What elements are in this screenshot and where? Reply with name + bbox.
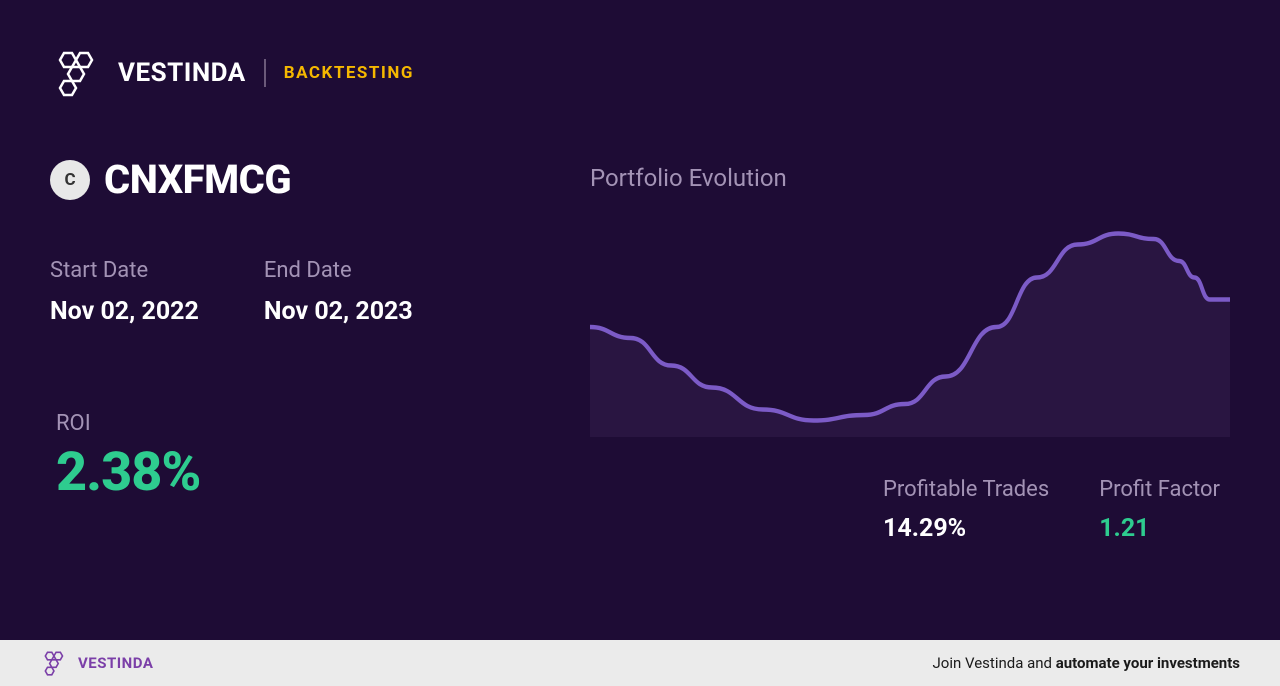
ticker-symbol: CNXFMCG [104, 156, 291, 203]
ticker-badge: C [50, 160, 90, 200]
profit-factor-value: 1.21 [1099, 514, 1220, 543]
vestinda-footer-icon [40, 648, 70, 678]
roi-label: ROI [56, 411, 550, 436]
profitable-trades-label: Profitable Trades [883, 477, 1049, 502]
start-date-value: Nov 02, 2022 [50, 297, 199, 326]
footer: VESTINDA Join Vestinda and automate your… [0, 640, 1280, 686]
start-date-block: Start Date Nov 02, 2022 [50, 258, 199, 326]
chart-title: Portfolio Evolution [590, 164, 1230, 192]
end-date-value: Nov 02, 2023 [264, 297, 413, 326]
roi-block: ROI 2.38% [50, 411, 550, 504]
portfolio-chart [590, 217, 1230, 437]
roi-value: 2.38% [56, 441, 550, 504]
page-label: BACKTESTING [284, 63, 414, 83]
header-divider [264, 59, 266, 87]
ticker-row: C CNXFMCG [50, 156, 550, 203]
stats-row: Profitable Trades 14.29% Profit Factor 1… [590, 477, 1230, 543]
start-date-label: Start Date [50, 258, 199, 283]
vestinda-logo-icon [50, 45, 106, 101]
main-content: VESTINDA BACKTESTING C CNXFMCG Start Dat… [0, 0, 1280, 640]
footer-logo: VESTINDA [40, 648, 153, 678]
end-date-label: End Date [264, 258, 413, 283]
brand-logo: VESTINDA [50, 45, 246, 101]
profit-factor-block: Profit Factor 1.21 [1099, 477, 1220, 543]
footer-brand-name: VESTINDA [78, 654, 153, 672]
footer-cta: Join Vestinda and automate your investme… [933, 654, 1241, 672]
dates-row: Start Date Nov 02, 2022 End Date Nov 02,… [50, 258, 550, 326]
content-grid: C CNXFMCG Start Date Nov 02, 2022 End Da… [50, 156, 1230, 543]
footer-cta-prefix: Join Vestinda and [933, 654, 1056, 672]
left-panel: C CNXFMCG Start Date Nov 02, 2022 End Da… [50, 156, 550, 543]
profitable-trades-block: Profitable Trades 14.29% [883, 477, 1049, 543]
end-date-block: End Date Nov 02, 2023 [264, 258, 413, 326]
right-panel: Portfolio Evolution Profitable Trades 14… [590, 156, 1230, 543]
brand-name: VESTINDA [118, 58, 246, 88]
profitable-trades-value: 14.29% [883, 514, 1049, 543]
profit-factor-label: Profit Factor [1099, 477, 1220, 502]
footer-cta-bold: automate your investments [1056, 654, 1240, 672]
header: VESTINDA BACKTESTING [50, 45, 1230, 101]
